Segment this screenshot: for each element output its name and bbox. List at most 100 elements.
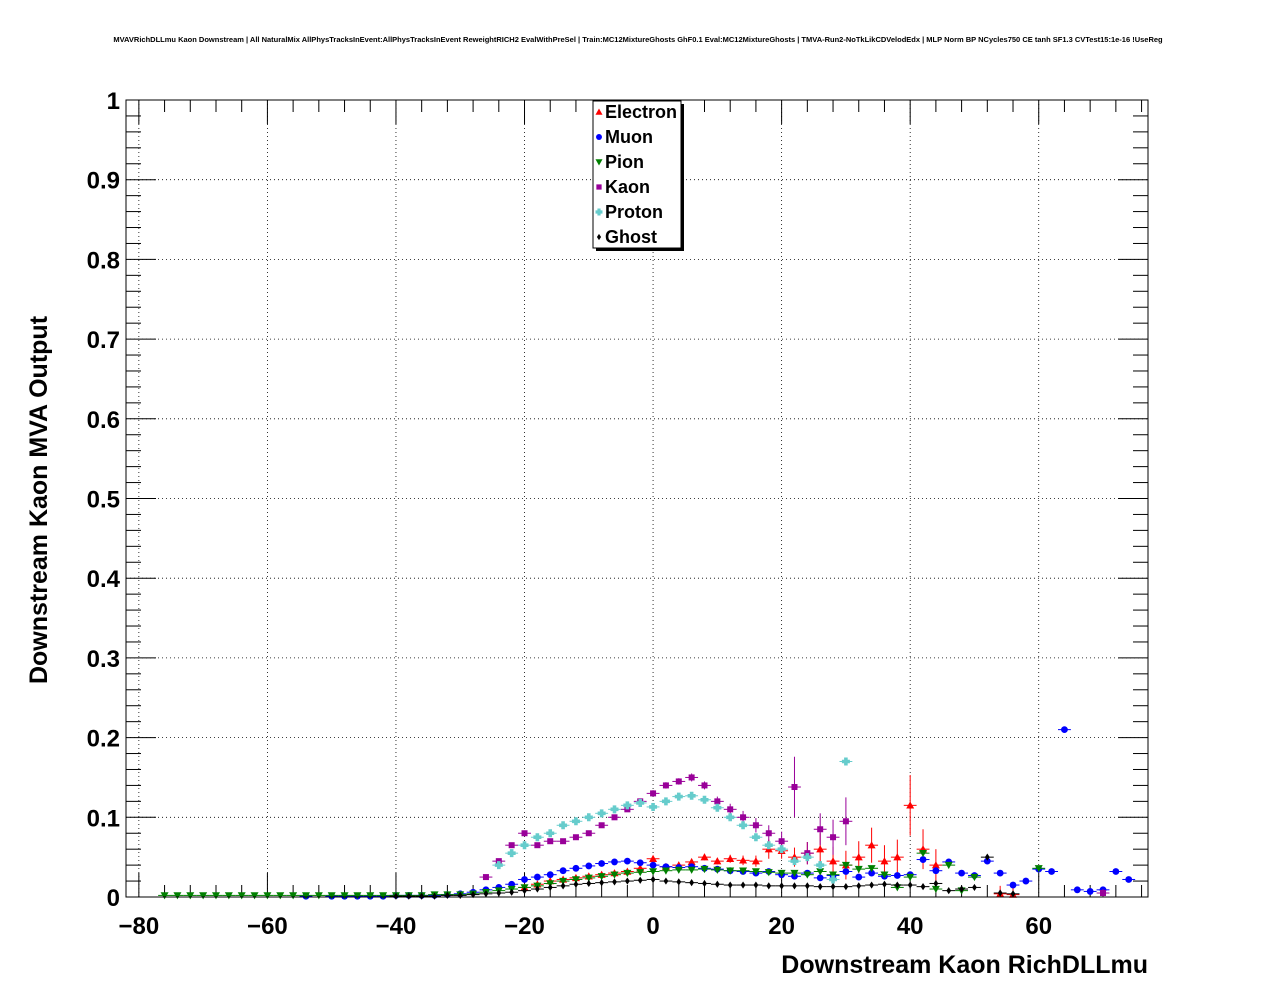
pion-point [674,866,683,874]
ghost-point [650,875,656,884]
kaon-point [842,818,849,825]
muon-point [598,860,606,867]
pion-point [829,871,838,879]
proton-point [803,853,812,862]
x-tick-label: −40 [376,913,417,940]
pion-point [931,885,940,894]
kaon-point [585,830,592,837]
muon-point [1061,726,1068,734]
pion-point [854,865,863,874]
electron-point [790,853,799,861]
electron-point [880,857,889,865]
pion-point [803,871,812,879]
muon-point [1125,876,1133,883]
muon-point [958,869,965,877]
x-tick-label: −80 [118,913,159,940]
ghost-point [869,881,875,889]
electron-point [867,841,876,849]
pion-point [867,865,876,873]
proton-point [700,795,709,804]
pion-point [559,877,568,886]
proton-point [661,797,670,806]
series-pion [158,849,1046,900]
ghost-point [714,880,720,888]
muon-point [1009,881,1017,889]
ghost-point [740,881,746,889]
proton-point [687,791,696,800]
chart-title: MVAVRichDLLmu Kaon Downstream | All Natu… [113,35,1163,44]
y-tick-label: 0 [107,885,120,912]
legend-marker-kaon [596,184,602,190]
muon-point [1022,877,1030,885]
pion-point [173,892,182,900]
ghost-point [856,882,862,890]
electron-point [829,857,838,865]
pion-point [880,871,889,879]
ghost-point [624,877,630,885]
muon-point [842,868,850,875]
muon-point [893,872,901,879]
ghost-point [792,882,797,890]
kaon-point [534,842,541,849]
proton-point [726,813,735,822]
kaon-point [727,806,734,813]
pion-point [687,866,696,874]
pion-point [366,892,375,900]
ghost-point [470,891,476,899]
x-tick-label: 40 [897,913,924,940]
ghost-point [573,880,579,888]
electron-point [854,853,863,861]
ghost-point [560,882,566,890]
pion-point [1034,865,1043,873]
pion-point [160,892,169,900]
pion-point [919,849,928,858]
muon-point [521,876,528,883]
y-tick-label: 0.4 [87,566,121,593]
proton-point [571,817,580,826]
ghost-point [984,853,990,861]
muon-point [623,857,631,865]
kaon-point [560,838,567,845]
pion-point [276,892,285,900]
proton-point [777,845,786,854]
legend-box [592,100,682,249]
electron-point [816,845,825,853]
y-tick-label: 1 [107,88,120,115]
ghost-point [843,883,849,891]
ghost-point [1010,890,1016,898]
pion-point [944,861,953,870]
kaon-point [482,874,489,881]
pion-point [353,892,362,900]
ghost-point [702,879,707,888]
ghost-point [509,888,515,896]
kaon-point [611,814,618,821]
kaon-point [508,842,515,849]
plot-frame [125,99,1149,898]
ghost-point [522,887,527,895]
muon-point [868,869,876,877]
x-tick-label: 20 [768,913,795,940]
muon-point [1048,868,1055,875]
proton-point [546,829,555,838]
legend-label-electron: Electron [605,102,677,122]
ghost-point [406,892,412,900]
proton-point [507,849,516,858]
x-tick-label: 0 [646,913,659,940]
pion-point [327,892,336,900]
ghost-point [612,878,617,886]
legend-marker-ghost [596,233,602,241]
muon-point [983,857,991,865]
pion-point [777,869,786,878]
ghost-point [534,885,540,893]
kaon-point [765,830,772,837]
muon-point [816,874,824,882]
pion-point [636,869,645,877]
proton-point [841,757,850,766]
ghost-point [920,883,926,891]
electron-point [713,857,722,865]
muon-point [533,873,541,881]
pion-point [340,892,349,900]
kaon-point [740,814,747,821]
legend-marker-proton [595,208,603,216]
